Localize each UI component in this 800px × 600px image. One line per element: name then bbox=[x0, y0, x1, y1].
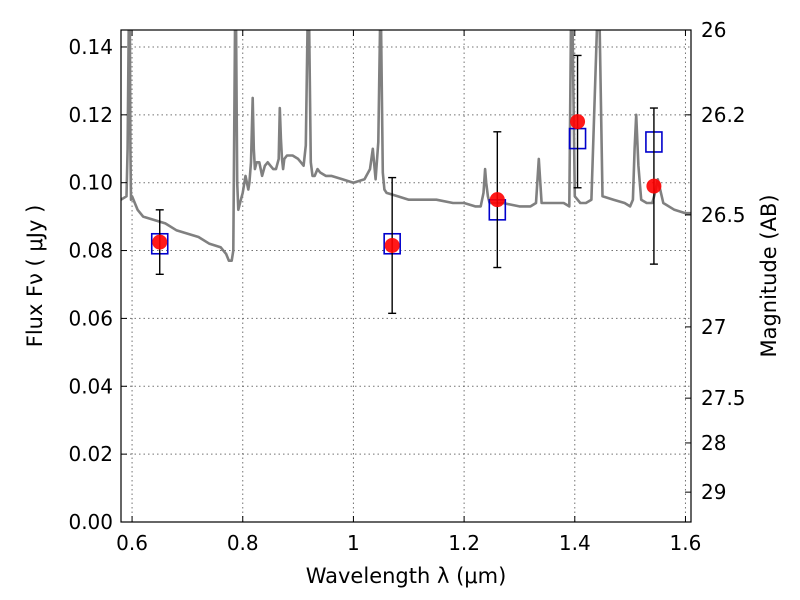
y-tick-label: 0.00 bbox=[68, 510, 113, 534]
y2-tick-label: 28 bbox=[701, 431, 726, 455]
spectrum-line bbox=[121, 30, 691, 263]
plot-frame bbox=[120, 29, 692, 523]
observed-point bbox=[489, 192, 505, 208]
y2-axis-label: Magnitude (AB) bbox=[757, 194, 781, 357]
y2-tick-label: 27 bbox=[701, 315, 726, 339]
axis-ticks bbox=[121, 29, 691, 523]
x-tick-label: 0.6 bbox=[116, 531, 148, 555]
x-tick-label: 1.2 bbox=[448, 531, 480, 555]
spectrum-layer bbox=[121, 30, 691, 263]
y-tick-label: 0.04 bbox=[68, 374, 113, 398]
observed-point bbox=[152, 234, 168, 250]
y-tick-label: 0.10 bbox=[68, 171, 113, 195]
observed-point bbox=[570, 114, 586, 130]
y2-tick-label: 27.5 bbox=[701, 386, 746, 410]
tick-labels: 0.6 0.8 1 1.2 1.4 1.6 0.00 0.02 0.04 0.06 0.08 0.10… bbox=[68, 18, 745, 555]
y-tick-label: 0.12 bbox=[68, 103, 113, 127]
y-tick-label: 0.02 bbox=[68, 442, 113, 466]
y2-tick-label: 26.2 bbox=[701, 103, 746, 127]
x-axis-label: Wavelength λ (μm) bbox=[306, 564, 507, 588]
y2-tick-label: 29 bbox=[701, 480, 726, 504]
observed-point bbox=[646, 178, 662, 194]
y2-tick-label: 26.5 bbox=[701, 203, 746, 227]
y-tick-label: 0.14 bbox=[68, 35, 113, 59]
x-tick-label: 1.4 bbox=[559, 531, 591, 555]
x-tick-label: 0.8 bbox=[227, 531, 259, 555]
observed-point bbox=[384, 237, 400, 253]
y-tick-label: 0.06 bbox=[68, 306, 113, 330]
y2-tick-label: 26 bbox=[701, 18, 726, 42]
y-tick-label: 0.08 bbox=[68, 239, 113, 263]
x-tick-label: 1 bbox=[347, 531, 360, 555]
marker-layer bbox=[150, 54, 663, 315]
y-axis-label: Flux Fν ( μJy ) bbox=[23, 205, 47, 348]
x-tick-label: 1.6 bbox=[670, 531, 702, 555]
